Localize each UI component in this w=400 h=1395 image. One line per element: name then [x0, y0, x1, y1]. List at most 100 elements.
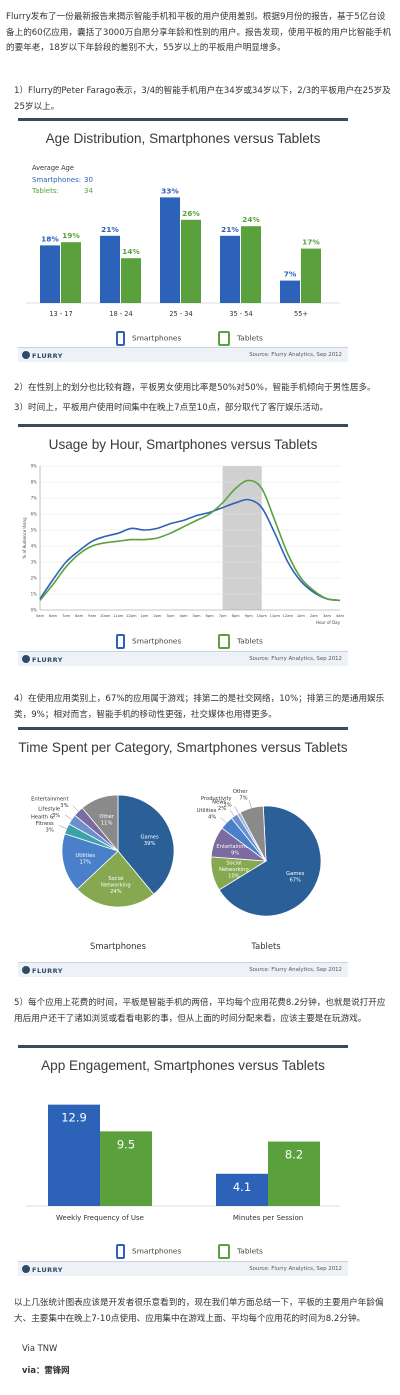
- usage-y-tick: 9%: [31, 464, 38, 469]
- age-category-label: 13 - 17: [49, 310, 72, 318]
- usage-line-tablets: [40, 480, 340, 600]
- category-footer: FLURRY Source: Flurry Analytics, Sep 201…: [18, 962, 348, 977]
- pie-leader-line: [73, 806, 79, 812]
- age-chart: Average Age Smartphones: 30 Tablets: 34 …: [18, 156, 348, 346]
- source-note: Source: Flurry Analytics, Sep 2012: [249, 967, 342, 973]
- pie-name-label: Smartphones: [90, 941, 146, 951]
- pie-slice-label: Games: [141, 834, 159, 840]
- category-chart-title: Time Spent per Category, Smartphones ver…: [18, 740, 348, 755]
- age-chart-title: Age Distribution, Smartphones versus Tab…: [18, 131, 348, 146]
- smartphone-icon: [116, 331, 125, 346]
- pie-leader-line: [230, 810, 235, 817]
- usage-y-label: % of Audience Using: [22, 517, 27, 559]
- figure-rule: [18, 1045, 348, 1048]
- pie-leader-line: [221, 817, 227, 823]
- engagement-legend-smartphones: Smartphones: [116, 1244, 181, 1259]
- age-bar-tablets: [121, 258, 141, 303]
- usage-x-tick: 4am: [336, 614, 344, 618]
- usage-x-tick: 1pm: [140, 614, 149, 618]
- pie-slice-label: 17%: [79, 860, 91, 866]
- average-smartphones-label: Smartphones:: [32, 176, 81, 184]
- pie-slice-label: Utilities: [197, 808, 217, 814]
- engagement-bar-value: 9.5: [117, 1137, 135, 1151]
- source-note: Source: Flurry Analytics, Sep 2012: [249, 656, 342, 662]
- pie-slice-label: 10%: [228, 873, 240, 879]
- usage-x-tick: 6pm: [206, 614, 215, 618]
- pie-slice-label: 4%: [208, 814, 216, 820]
- age-footer: FLURRY Source: Flurry Analytics, Sep 201…: [18, 347, 348, 362]
- usage-x-label: Hour of Day: [316, 620, 341, 625]
- age-bar-value: 19%: [62, 231, 80, 240]
- age-bar-value: 17%: [302, 238, 320, 247]
- point-3: 3）时间上，平板用户使用时间集中在晚上7点至10点，部分取代了客厅娱乐活动。: [14, 401, 392, 417]
- point-1: 1）Flurry的Peter Farago表示，3/4的智能手机用户在34岁或3…: [14, 84, 392, 115]
- tablet-icon: [218, 331, 230, 346]
- usage-y-tick: 6%: [31, 512, 38, 517]
- pie-slice-label: Utilities: [75, 853, 95, 859]
- point-4: 4）在使用应用类别上，67%的应用属于游戏；排第二的是社交网络，10%；排第三的…: [14, 692, 392, 723]
- via-leiphone-link[interactable]: via：雷锋网: [22, 1364, 69, 1376]
- age-category-label: 35 - 54: [229, 310, 252, 318]
- flurry-logo: FLURRY: [22, 966, 63, 975]
- pie-slice-label: 39%: [144, 841, 156, 847]
- pie-slice-label: 24%: [110, 889, 122, 895]
- usage-x-tick: 11pm: [270, 614, 281, 618]
- usage-chart-title: Usage by Hour, Smartphones versus Tablet…: [18, 437, 348, 452]
- age-bar-value: 24%: [242, 215, 260, 224]
- point-2: 2）在性别上的划分也比较有趣，平板男女使用比率是50%对50%，智能手机倾向于男…: [14, 381, 392, 397]
- age-bar-smartphones: [160, 197, 180, 303]
- age-bar-value: 21%: [221, 225, 239, 234]
- figure-rule: [18, 727, 348, 730]
- usage-x-tick: 10am: [100, 614, 111, 618]
- usage-x-tick: 7am: [62, 614, 70, 618]
- usage-by-hour-figure: Usage by Hour, Smartphones versus Tablet…: [18, 424, 348, 666]
- usage-x-tick: 9pm: [245, 614, 254, 618]
- flurry-logo: FLURRY: [22, 1265, 63, 1274]
- usage-y-tick: 8%: [31, 480, 38, 485]
- tablet-icon: [218, 634, 230, 649]
- usage-x-tick: 8am: [75, 614, 83, 618]
- age-bar-tablets: [61, 242, 81, 303]
- usage-y-tick: 2%: [31, 576, 38, 581]
- age-bar-smartphones: [40, 245, 60, 303]
- pie-leader-line: [65, 815, 72, 819]
- age-bar-value: 7%: [284, 270, 297, 279]
- prime-time-band: [223, 466, 262, 610]
- pie-slice-label: Health &: [31, 815, 54, 821]
- pie-slice-label: Other: [99, 814, 115, 820]
- figure-rule: [18, 118, 348, 121]
- pie-slice-label: Other: [233, 789, 249, 795]
- usage-y-tick: 3%: [31, 560, 38, 565]
- flurry-logo: FLURRY: [22, 655, 63, 664]
- pie-leader-line: [59, 826, 66, 829]
- pie-slice-label: Networking: [101, 883, 131, 889]
- pie-slice-label: 67%: [289, 878, 301, 884]
- age-distribution-figure: Age Distribution, Smartphones versus Tab…: [18, 118, 348, 362]
- age-bar-smartphones: [280, 281, 300, 303]
- usage-x-tick: 12am: [283, 614, 294, 618]
- via-tnw-link[interactable]: Via TNW: [22, 1343, 57, 1353]
- usage-x-tick: 10pm: [257, 614, 268, 618]
- usage-chart: 0%1%2%3%4%5%6%7%8%9%5am 6am 7am 8am 9am 10am 1…: [18, 460, 348, 630]
- average-tablets-value: 34: [84, 187, 93, 195]
- usage-x-tick: 3am: [323, 614, 331, 618]
- smartphone-icon: [116, 1244, 125, 1259]
- engagement-category-label: Minutes per Session: [233, 1214, 303, 1222]
- tablet-icon: [218, 1244, 230, 1259]
- average-age-box: Average Age Smartphones: 30 Tablets: 34: [31, 164, 93, 195]
- age-category-label: 18 - 24: [109, 310, 132, 318]
- engagement-chart-title: App Engagement, Smartphones versus Table…: [18, 1058, 348, 1073]
- age-bar-tablets: [181, 220, 201, 303]
- flurry-logo: FLURRY: [22, 351, 63, 360]
- pie-slice-label: 3%: [46, 828, 54, 834]
- usage-x-tick: 12pm: [126, 614, 137, 618]
- pie-slice-label: Games: [286, 871, 304, 877]
- pie-slice-label: 7%: [239, 796, 247, 802]
- age-bar-value: 33%: [161, 186, 179, 195]
- age-category-label: 25 - 34: [169, 310, 192, 318]
- engagement-bar-value: 8.2: [285, 1148, 303, 1162]
- age-category-label: 55+: [294, 310, 308, 318]
- summary-paragraph: 以上几张统计图表应该是开发者很乐意看到的，现在我们单方面总结一下，平板的主要用户…: [14, 1296, 392, 1327]
- average-tablets-label: Tablets:: [31, 187, 59, 195]
- pie-leader-line: [249, 800, 251, 808]
